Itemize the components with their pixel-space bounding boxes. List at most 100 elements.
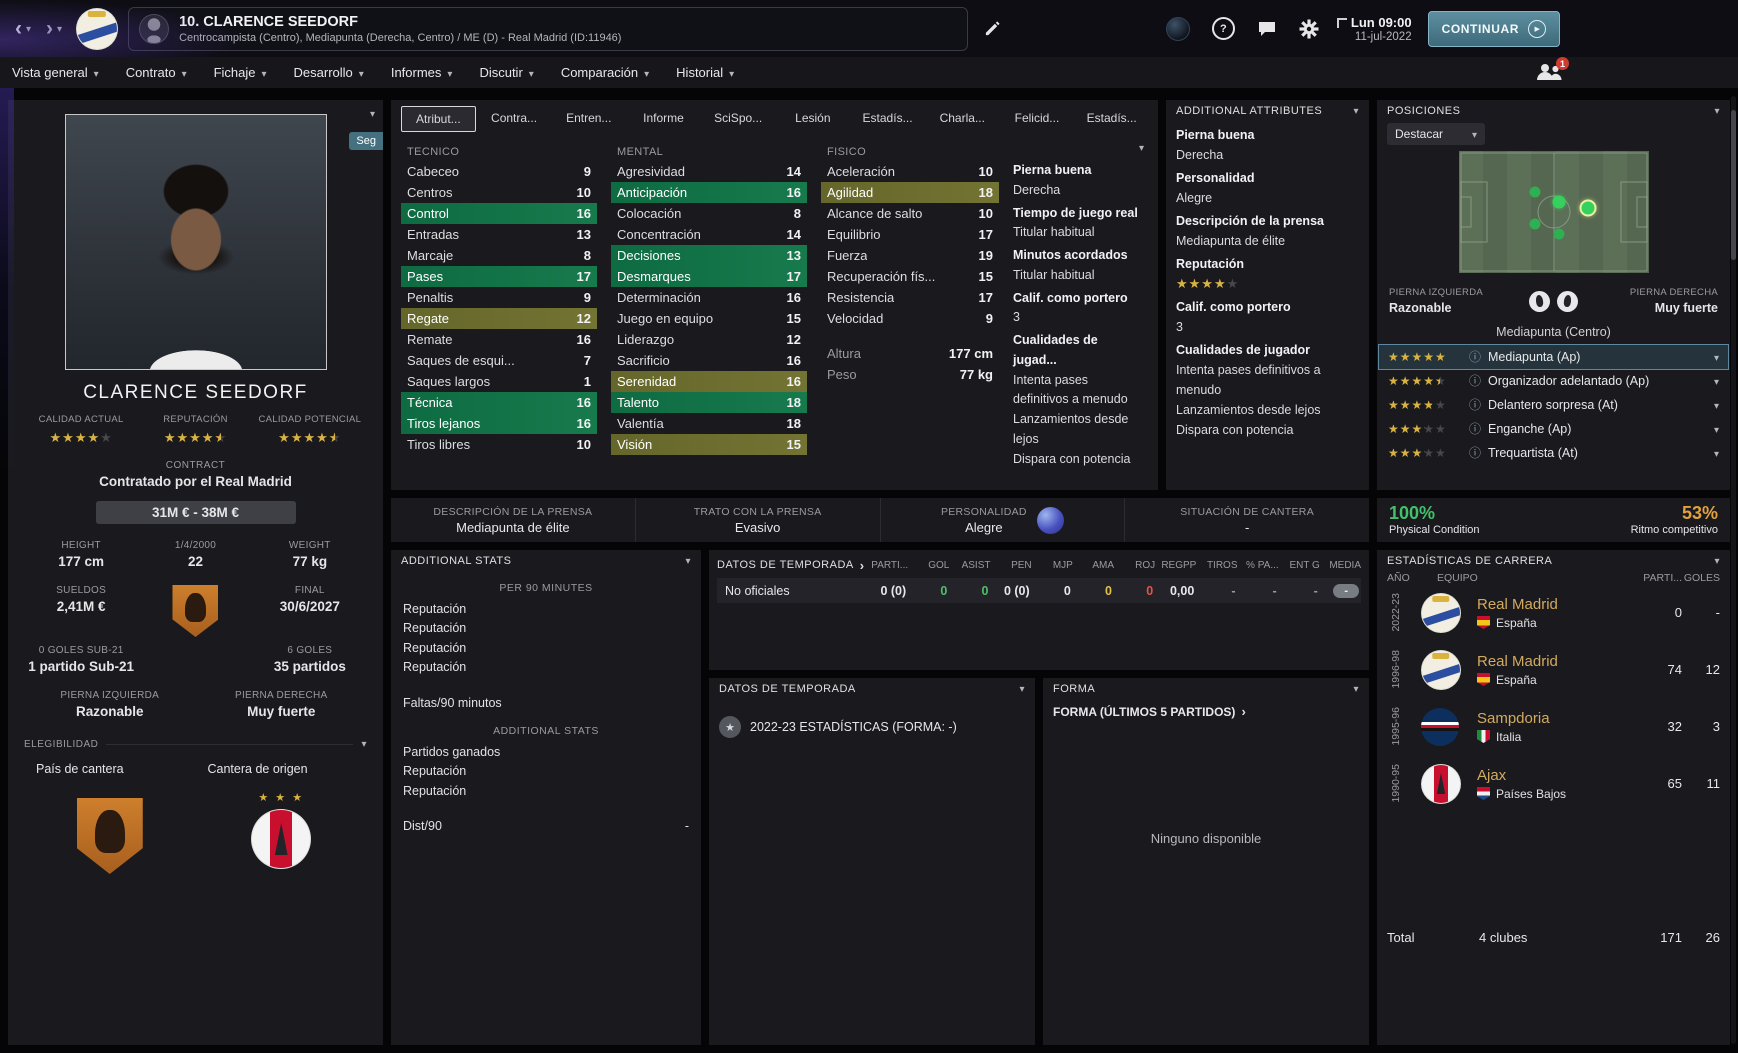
additional-attributes-header[interactable]: ADDITIONAL ATTRIBUTES [1166, 100, 1369, 120]
career-stats-panel: ESTADÍSTICAS DE CARRERA AÑO EQUIPO PARTI… [1377, 550, 1730, 1045]
tab-9[interactable]: Estadís... [1086, 111, 1137, 125]
continue-button[interactable]: CONTINUAR [1427, 10, 1560, 47]
additional-attribute-line: Mediapunta de élite [1176, 234, 1286, 248]
tab-1[interactable]: Contra... [491, 111, 538, 125]
netherlands-crest-large[interactable] [76, 798, 143, 874]
additional-stats-header[interactable]: ADDITIONAL STATS [391, 550, 701, 570]
positions-header[interactable]: POSICIONES [1377, 100, 1730, 120]
tab-2[interactable]: Entren... [566, 111, 612, 125]
player-title-bar[interactable]: 10. CLARENCE SEEDORF Centrocampista (Cen… [128, 6, 969, 51]
career-chevron-icon[interactable] [1714, 555, 1720, 567]
additional-attributes-chevron-icon[interactable] [1353, 105, 1359, 117]
menu-item-5[interactable]: Discutir [479, 65, 533, 80]
settings-gear-icon[interactable] [1299, 19, 1319, 39]
edit-pencil-icon[interactable] [984, 20, 1001, 37]
info-icon [1469, 396, 1481, 414]
positions-chevron-icon[interactable] [1714, 105, 1720, 117]
window-scrollbar[interactable] [1731, 96, 1736, 1044]
attribute-row: Valentía 18 [617, 416, 801, 431]
attribute-row: Remate 16 [407, 332, 591, 347]
tab-7[interactable]: Charla... [939, 111, 985, 125]
chat-bubble-icon[interactable] [1257, 20, 1277, 38]
menu-item-1[interactable]: Contrato [126, 65, 187, 80]
rating-block: REPUTACIÓN ★★★★★ ★★★★★ [163, 414, 228, 445]
tab-8[interactable]: Felicid... [1014, 111, 1060, 125]
career-row-0[interactable]: 2022-23 Real Madrid España 0- [1390, 592, 1720, 633]
attribute-row: Saques de esqui... 7 [407, 353, 591, 368]
career-row-2[interactable]: 1995-96 Sampdoria Italia 32 3 [1390, 707, 1720, 746]
career-row-1[interactable]: 1996-98 Real Madrid España 74 12 [1390, 649, 1720, 690]
position-pitch[interactable] [1458, 151, 1649, 273]
attribute-row: Saques largos 1 [407, 374, 591, 389]
career-row-3[interactable]: 1990-95 Ajax Países Bajos 65 11 [1390, 763, 1720, 804]
tab-3[interactable]: Informe [643, 111, 684, 125]
tab-5[interactable]: Lesión [795, 111, 831, 125]
season-stats-entry[interactable]: 2022-23 ESTADÍSTICAS (FORMA: -) [709, 698, 1035, 738]
role-row-0[interactable]: ★★★★★★★★★★Mediapunta (Ap) [1378, 344, 1729, 370]
eligibility-header[interactable]: ELEGIBILIDAD [24, 739, 367, 750]
forward-button[interactable] [43, 18, 62, 39]
role-row-2[interactable]: ★★★★★★★★★★Delantero sorpresa (At) [1379, 393, 1728, 417]
menu-item-7[interactable]: Historial [676, 65, 734, 80]
collapse-chevron-icon[interactable] [370, 104, 375, 122]
season-value-cell: 0 [1072, 578, 1114, 603]
top-bar: 10. CLARENCE SEEDORF Centrocampista (Cen… [0, 0, 1738, 57]
career-header[interactable]: ESTADÍSTICAS DE CARRERA [1377, 550, 1730, 570]
season-column-header: PEN [1011, 559, 1032, 571]
tab-0[interactable]: Atribut... [401, 106, 476, 132]
additional-attribute-line: Dispara con potencia [1176, 423, 1294, 437]
tab-4[interactable]: SciSpo... [714, 111, 763, 125]
highlight-dropdown[interactable]: Destacar [1387, 123, 1485, 145]
career-total-clubs: 4 clubes [1479, 930, 1528, 945]
additional-attributes-panel: ADDITIONAL ATTRIBUTES Pierna buena Derech… [1166, 100, 1369, 490]
traits-chevron-icon[interactable] [1139, 138, 1144, 158]
season-data-title[interactable]: DATOS DE TEMPORADA [717, 554, 867, 576]
role-dropdown-icon [1714, 420, 1719, 438]
right-foot-icon [1557, 290, 1578, 312]
attribute-tabs: Atribut... Contra... Entren... Informe SciSp… [401, 106, 1148, 132]
season-value-cell: 0 [949, 578, 991, 603]
seg-tab[interactable]: Seg [349, 132, 383, 150]
personality-icon[interactable] [1036, 506, 1064, 534]
help-icon[interactable] [1211, 17, 1235, 40]
role-row-3[interactable]: ★★★★★★★★★★Enganche (Ap) [1379, 417, 1728, 441]
menu-item-2[interactable]: Fichaje [214, 65, 267, 80]
menu-item-6[interactable]: Comparación [561, 65, 649, 80]
season-stats-header[interactable]: DATOS DE TEMPORADA [709, 678, 1035, 698]
ajax-badge-wrap[interactable] [251, 788, 312, 874]
season-stats-chevron-icon[interactable] [1019, 683, 1025, 695]
attribute-row: Recuperación fís... 15 [827, 269, 993, 284]
eligibility-chevron-icon[interactable] [361, 739, 367, 750]
stat-row: Reputación [403, 640, 467, 655]
scrollbar-thumb[interactable] [1731, 110, 1736, 260]
menu-item-0[interactable]: Vista general [12, 65, 99, 80]
menu-caret-icon [182, 65, 187, 80]
traits-list: Pierna buena Derecha Tiempo de juego real T… [1013, 161, 1144, 469]
real-madrid-crest[interactable] [76, 7, 119, 50]
forward-dropdown-icon[interactable] [57, 19, 62, 37]
squad-people-icon[interactable]: 1 [1536, 57, 1569, 86]
world-globe-icon[interactable] [1165, 16, 1190, 41]
back-dropdown-icon[interactable] [26, 19, 31, 37]
role-row-1[interactable]: ★★★★★★★★★★Organizador adelantado (Ap) [1379, 369, 1728, 393]
trait-line: Titular habitual [1013, 225, 1095, 240]
menu-item-4[interactable]: Informes [391, 65, 453, 80]
right-foot-cell: PIERNA DERECHA Muy fuerte [196, 690, 368, 719]
weight-cell: WEIGHT 77 kg [253, 540, 367, 569]
form-subheading[interactable]: FORMA (ÚLTIMOS 5 PARTIDOS) [1043, 698, 1369, 719]
form-header[interactable]: FORMA [1043, 678, 1369, 698]
ajax-stars-icon [251, 788, 311, 806]
physical-detail-row: Altura 177 cm [827, 346, 993, 361]
date-display[interactable]: Lun 09:00 11-jul-2022 [1336, 15, 1412, 43]
media-rating-pill: - [1333, 583, 1359, 598]
menu-item-3[interactable]: Desarrollo [294, 65, 364, 80]
additional-attribute-line: Derecha [1176, 148, 1224, 162]
form-chevron-icon[interactable] [1353, 683, 1359, 695]
role-row-4[interactable]: ★★★★★★★★★★Trequartista (At) [1379, 441, 1728, 465]
back-button[interactable] [12, 18, 31, 39]
rating-block: CALIDAD POTENCIAL ★★★★★ ★★★★★ [258, 414, 362, 445]
additional-stats-chevron-icon[interactable] [685, 555, 691, 567]
tab-6[interactable]: Estadís... [862, 111, 913, 125]
role-dropdown-icon [1714, 372, 1719, 390]
left-foot-block: PIERNA IZQUIERDA Razonable [1389, 287, 1497, 315]
